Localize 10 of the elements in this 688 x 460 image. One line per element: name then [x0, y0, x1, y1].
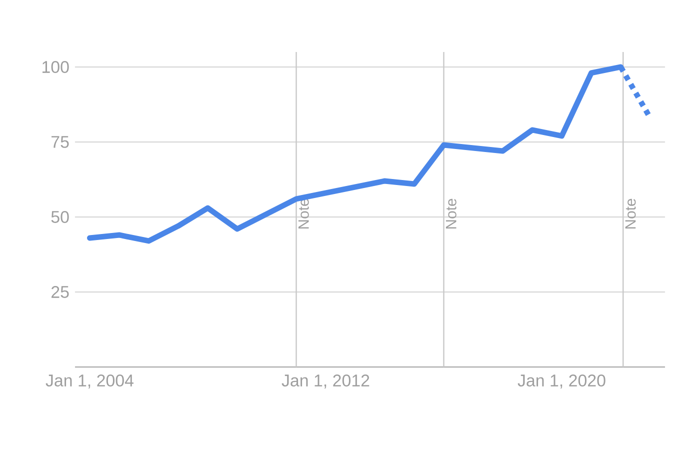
ref-line-label: Note: [298, 198, 309, 229]
x-tick-label: Jan 1, 2004: [46, 374, 134, 388]
x-tick-label: Jan 1, 2012: [282, 374, 370, 388]
ref-line-label: Note: [446, 198, 456, 229]
y-tick-label: 50: [51, 210, 69, 223]
ref-line-label: Note: [625, 198, 636, 229]
y-tick-label: 75: [52, 136, 69, 148]
y-tick-label: 100: [42, 60, 69, 73]
x-tick-label: Jan 1, 2020: [518, 374, 606, 388]
y-tick-label: 25: [52, 286, 69, 298]
